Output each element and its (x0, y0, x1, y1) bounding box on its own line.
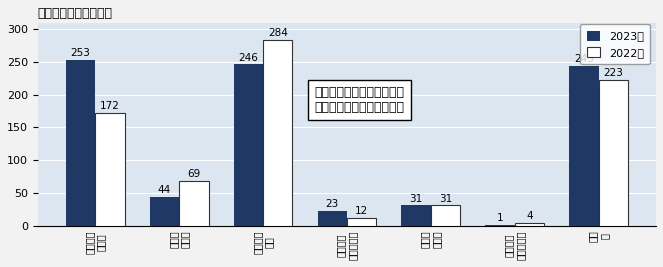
Text: 172: 172 (100, 101, 120, 111)
Legend: 2023年, 2022年: 2023年, 2022年 (580, 24, 650, 64)
Text: 223: 223 (603, 68, 623, 78)
Text: 253: 253 (71, 48, 91, 58)
Bar (263, 40, 292, 226)
Text: （件）【事故別内訳】: （件）【事故別内訳】 (38, 7, 113, 20)
Text: 23: 23 (326, 199, 339, 209)
Text: 31: 31 (410, 194, 423, 203)
Text: 243: 243 (574, 54, 594, 64)
Bar (233, 64, 263, 226)
Bar (599, 80, 628, 226)
Bar (570, 66, 599, 226)
Bar (318, 211, 347, 226)
Bar (179, 180, 208, 226)
Text: 284: 284 (268, 28, 288, 38)
Bar (514, 223, 544, 226)
Text: 246: 246 (239, 53, 259, 62)
Bar (431, 206, 460, 226)
Text: 69: 69 (187, 168, 200, 179)
Bar (347, 218, 377, 226)
Text: 1: 1 (497, 213, 503, 223)
Text: 4: 4 (526, 211, 532, 221)
Bar (95, 113, 125, 226)
Text: ２０２３年総件数８４１件
２０２２年総件数７９５件: ２０２３年総件数８４１件 ２０２２年総件数７９５件 (314, 86, 404, 114)
Text: 44: 44 (158, 185, 171, 195)
Bar (485, 225, 514, 226)
Bar (66, 60, 95, 226)
Text: 12: 12 (355, 206, 368, 216)
Bar (402, 206, 431, 226)
Bar (150, 197, 179, 226)
Text: 31: 31 (439, 194, 452, 203)
